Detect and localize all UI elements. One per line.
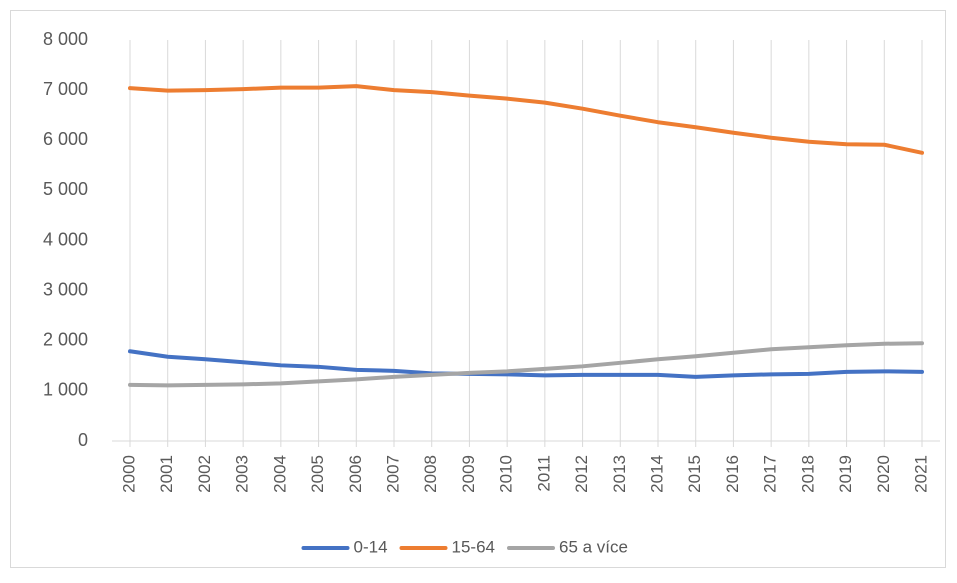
x-tick-label: 2013 bbox=[610, 455, 629, 493]
chart-border bbox=[10, 10, 946, 568]
x-tick-label: 2015 bbox=[685, 455, 704, 493]
x-tick-label: 2001 bbox=[157, 455, 176, 493]
x-tick-label: 2000 bbox=[119, 455, 138, 493]
x-tick-label: 2014 bbox=[647, 455, 666, 493]
y-tick-label: 8 000 bbox=[43, 29, 88, 49]
y-tick-label: 6 000 bbox=[43, 129, 88, 149]
y-tick-label: 5 000 bbox=[43, 179, 88, 199]
x-tick-label: 2020 bbox=[874, 455, 893, 493]
legend-label: 65 a více bbox=[559, 537, 628, 556]
x-tick-label: 2005 bbox=[308, 455, 327, 493]
legend-label: 15-64 bbox=[452, 537, 495, 556]
y-tick-label: 1 000 bbox=[43, 380, 88, 400]
series-line bbox=[128, 341, 924, 388]
y-tick-label: 2 000 bbox=[43, 330, 88, 350]
series-line bbox=[128, 84, 924, 155]
x-tick-label: 2007 bbox=[383, 455, 402, 493]
x-tick-label: 2019 bbox=[836, 455, 855, 493]
series-line bbox=[128, 349, 924, 379]
x-tick-label: 2021 bbox=[911, 455, 930, 493]
x-tick-label: 2003 bbox=[233, 455, 252, 493]
x-tick-label: 2018 bbox=[798, 455, 817, 493]
x-tick-label: 2017 bbox=[761, 455, 780, 493]
x-tick-label: 2010 bbox=[497, 455, 516, 493]
y-tick-label: 4 000 bbox=[43, 229, 88, 249]
x-tick-label: 2009 bbox=[459, 455, 478, 493]
y-tick-label: 7 000 bbox=[43, 79, 88, 99]
x-tick-label: 2011 bbox=[534, 455, 553, 492]
y-tick-label: 0 bbox=[78, 430, 88, 450]
x-tick-label: 2006 bbox=[346, 455, 365, 493]
x-tick-label: 2008 bbox=[421, 455, 440, 493]
x-tick-label: 2016 bbox=[723, 455, 742, 493]
y-tick-label: 3 000 bbox=[43, 279, 88, 299]
x-tick-label: 2004 bbox=[270, 455, 289, 493]
x-tick-label: 2002 bbox=[195, 455, 214, 493]
legend-label: 0-14 bbox=[354, 537, 388, 556]
x-tick-label: 2012 bbox=[572, 455, 591, 493]
